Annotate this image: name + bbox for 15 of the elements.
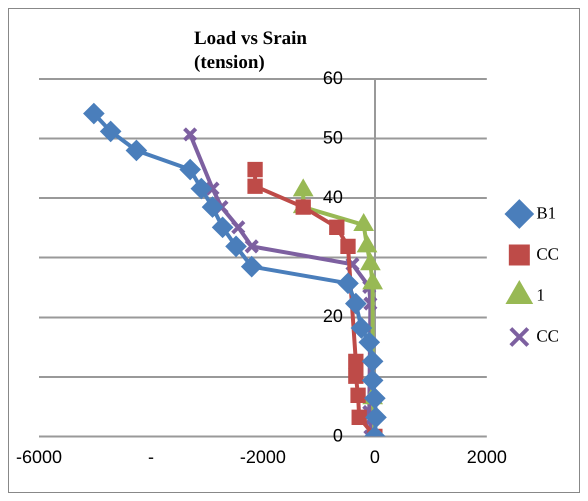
- x-tick-label: 2000: [466, 447, 507, 468]
- chart-title: Load vs Srain (tension): [194, 28, 307, 73]
- legend-label: CC: [536, 244, 560, 264]
- x-tick-label: 0: [370, 447, 380, 468]
- x-tick-label: -: [148, 447, 154, 468]
- legend-label: 1: [536, 285, 545, 304]
- y-tick-label: 0: [332, 425, 343, 446]
- x-tick-label: -6000: [16, 447, 62, 468]
- y-tick-label: 50: [322, 128, 343, 148]
- y-tick-label: 60: [322, 68, 343, 88]
- legend-label: B1: [536, 203, 556, 222]
- legend-label: CC: [536, 326, 560, 346]
- x-tick-label: -2000: [240, 447, 286, 468]
- y-tick-label: 20: [322, 306, 343, 326]
- y-tick-label: 40: [322, 187, 343, 208]
